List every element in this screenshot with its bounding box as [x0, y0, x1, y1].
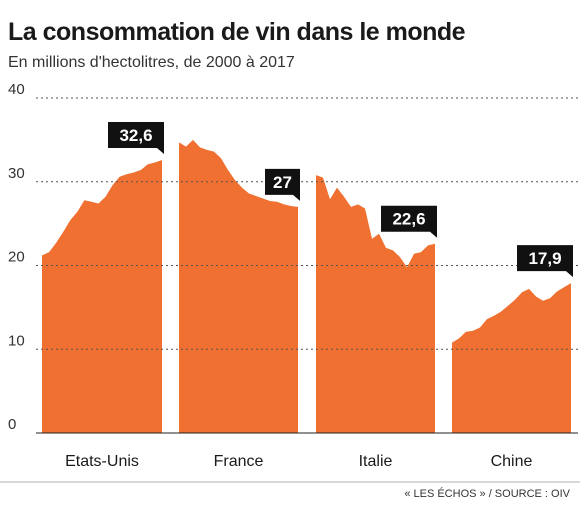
y-tick-label: 10	[8, 332, 25, 349]
category-label: Etats-Unis	[65, 453, 139, 470]
category-label: Chine	[491, 453, 533, 470]
y-tick-label: 0	[8, 416, 16, 433]
value-callout-label: 22,6	[392, 210, 425, 229]
value-callout-label: 27	[273, 173, 292, 192]
y-tick-label: 30	[8, 165, 25, 182]
source-note: « LES ÉCHOS » / SOURCE : OIV	[404, 488, 570, 500]
value-callout-label: 32,6	[119, 126, 152, 145]
area-etats-unis	[42, 160, 162, 433]
value-callout-label: 17,9	[528, 249, 561, 268]
chart-subtitle: En millions d'hectolitres, de 2000 à 201…	[8, 54, 295, 71]
value-callout-box	[381, 205, 437, 238]
value-callout-box	[265, 168, 300, 201]
y-tick-label: 20	[8, 249, 25, 266]
value-callout-box	[108, 121, 164, 154]
area-italie	[316, 175, 435, 433]
category-label: France	[214, 453, 264, 470]
area-france	[179, 139, 298, 433]
area-chine	[452, 283, 571, 433]
y-tick-label: 40	[8, 81, 25, 98]
category-label: Italie	[359, 453, 393, 470]
value-callout-box	[517, 245, 573, 278]
chart-title: La consommation de vin dans le monde	[8, 18, 466, 46]
